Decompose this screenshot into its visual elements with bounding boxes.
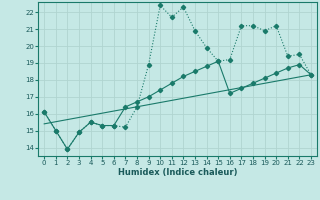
X-axis label: Humidex (Indice chaleur): Humidex (Indice chaleur) [118, 168, 237, 177]
